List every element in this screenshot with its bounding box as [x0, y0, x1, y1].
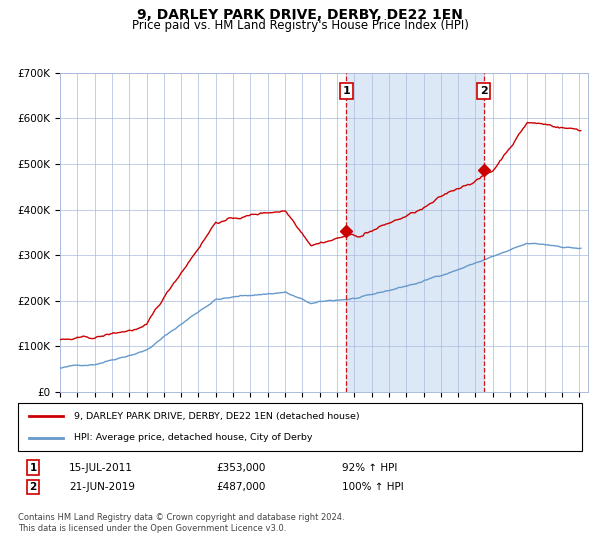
- Text: 100% ↑ HPI: 100% ↑ HPI: [342, 482, 404, 492]
- Text: 2: 2: [29, 482, 37, 492]
- Text: 92% ↑ HPI: 92% ↑ HPI: [342, 463, 397, 473]
- Text: 1: 1: [343, 86, 350, 96]
- Bar: [346, 73, 484, 392]
- Text: Contains HM Land Registry data © Crown copyright and database right 2024.: Contains HM Land Registry data © Crown c…: [18, 513, 344, 522]
- Text: 2: 2: [480, 86, 487, 96]
- Text: 9, DARLEY PARK DRIVE, DERBY, DE22 1EN: 9, DARLEY PARK DRIVE, DERBY, DE22 1EN: [137, 8, 463, 22]
- Text: 1: 1: [29, 463, 37, 473]
- Text: HPI: Average price, detached house, City of Derby: HPI: Average price, detached house, City…: [74, 433, 313, 442]
- Text: 9, DARLEY PARK DRIVE, DERBY, DE22 1EN (detached house): 9, DARLEY PARK DRIVE, DERBY, DE22 1EN (d…: [74, 412, 360, 421]
- Text: £353,000: £353,000: [216, 463, 265, 473]
- Text: 21-JUN-2019: 21-JUN-2019: [69, 482, 135, 492]
- Text: 15-JUL-2011: 15-JUL-2011: [69, 463, 133, 473]
- Text: This data is licensed under the Open Government Licence v3.0.: This data is licensed under the Open Gov…: [18, 524, 286, 533]
- Text: Price paid vs. HM Land Registry's House Price Index (HPI): Price paid vs. HM Land Registry's House …: [131, 19, 469, 32]
- Text: £487,000: £487,000: [216, 482, 265, 492]
